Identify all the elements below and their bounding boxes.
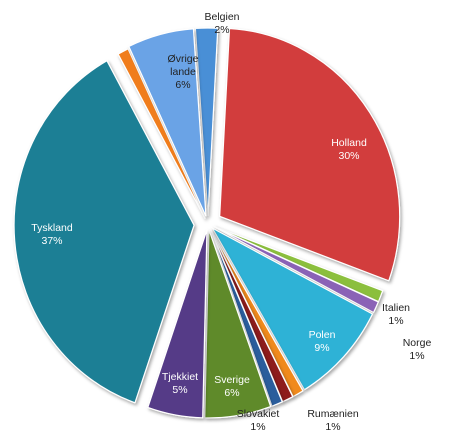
slice-label-belgien: Belgien 2% (204, 11, 239, 36)
pie-slice-unlabeled-7 (209, 229, 284, 407)
pie-slice-tyskland (13, 59, 195, 404)
pie-slice-unlabeled-11 (117, 48, 206, 219)
pie-labels: Belgien 2% Holland 30% Italien 1% Norge 1% Polen… (31, 11, 431, 433)
pie-slice-tjekkiet (147, 229, 208, 419)
slice-label-polen: Polen 9% (309, 329, 336, 354)
slice-label-sverige: Sverige 6% (214, 374, 250, 399)
slice-label-tjekkiet: Tjekkiet 5% (162, 371, 198, 396)
pie-slice-holland (219, 27, 401, 282)
pie-slice-polen (210, 226, 374, 391)
slice-label-rumænien: Rumænien 1% (307, 408, 359, 433)
slice-label-tyskland: Tyskland 37% (31, 222, 73, 247)
slice-label-slovakiet: Slovakiet 1% (237, 408, 280, 433)
slice-label-norge: Norge 1% (403, 337, 432, 362)
slice-label-holland: Holland 30% (331, 137, 367, 162)
pie-slice-norge (213, 226, 380, 314)
slice-label-øvrige-lande: Øvrige lande 6% (168, 53, 199, 91)
pie-slice-øvrige-lande (128, 28, 207, 217)
pie-slices (13, 27, 401, 419)
pie-slice-sverige (204, 229, 272, 419)
pie-slice-belgien (194, 27, 219, 217)
slice-label-italien: Italien 1% (382, 302, 410, 327)
